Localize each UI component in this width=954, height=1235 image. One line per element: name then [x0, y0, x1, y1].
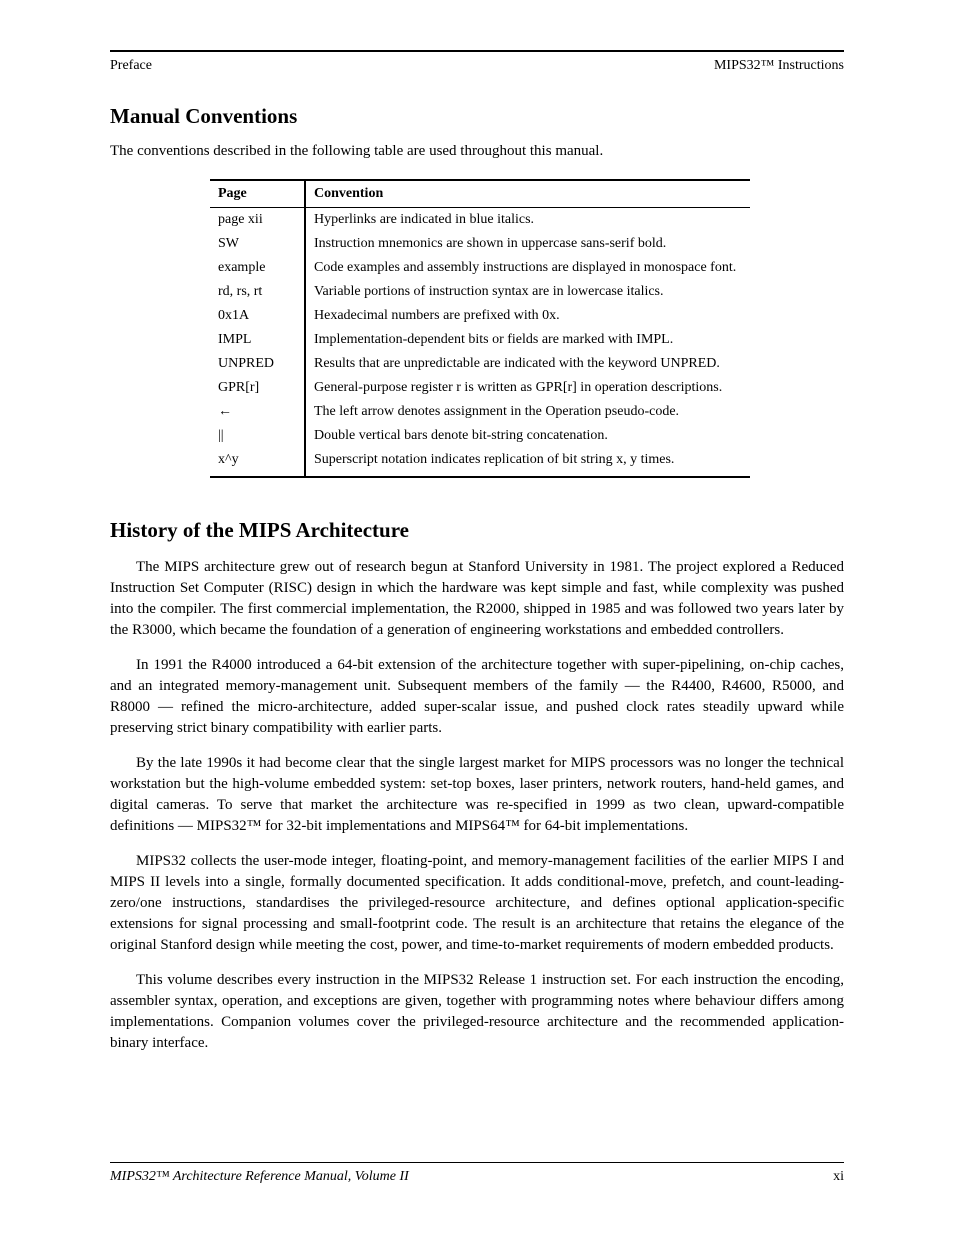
cell-page: example [210, 256, 305, 280]
table-row: IMPLImplementation-dependent bits or fie… [210, 328, 750, 352]
cell-conv: Superscript notation indicates replicati… [305, 448, 750, 476]
cell-conv: Double vertical bars denote bit-string c… [305, 424, 750, 448]
table-row: ←The left arrow denotes assignment in th… [210, 400, 750, 424]
cell-conv: Code examples and assembly instructions … [305, 256, 750, 280]
footer-left: MIPS32™ Architecture Reference Manual, V… [110, 1169, 409, 1185]
history-para: In 1991 the R4000 introduced a 64-bit ex… [110, 655, 844, 739]
table-row: x^ySuperscript notation indicates replic… [210, 448, 750, 476]
cell-conv: Implementation-dependent bits or fields … [305, 328, 750, 352]
cell-conv: The left arrow denotes assignment in the… [305, 400, 750, 424]
cell-conv: Instruction mnemonics are shown in upper… [305, 232, 750, 256]
cell-conv: General-purpose register r is written as… [305, 376, 750, 400]
running-header: Preface MIPS32™ Instructions [110, 58, 844, 74]
footer-line: MIPS32™ Architecture Reference Manual, V… [110, 1169, 844, 1185]
table-row: ||Double vertical bars denote bit-string… [210, 424, 750, 448]
table-row: GPR[r]General-purpose register r is writ… [210, 376, 750, 400]
table-row: 0x1AHexadecimal numbers are prefixed wit… [210, 304, 750, 328]
header-rule [110, 50, 844, 52]
cell-page: x^y [210, 448, 305, 476]
cell-page: 0x1A [210, 304, 305, 328]
cell-page: rd, rs, rt [210, 280, 305, 304]
footer-page-number: xi [833, 1169, 844, 1185]
footer-rule [110, 1162, 844, 1163]
cell-conv: Hexadecimal numbers are prefixed with 0x… [305, 304, 750, 328]
history-text: In 1991 the R4000 introduced a 64-bit ex… [110, 657, 844, 736]
cell-conv: Results that are unpredictable are indic… [305, 352, 750, 376]
cell-conv: Variable portions of instruction syntax … [305, 280, 750, 304]
section-intro: The conventions described in the followi… [110, 141, 844, 161]
cell-page: GPR[r] [210, 376, 305, 400]
table-row: UNPREDResults that are unpredictable are… [210, 352, 750, 376]
page: Preface MIPS32™ Instructions Manual Conv… [0, 0, 954, 1235]
conventions-table-wrap: Page Convention page xiiHyperlinks are i… [210, 179, 750, 478]
cell-page: SW [210, 232, 305, 256]
cell-page: page xii [210, 208, 305, 233]
table-row: exampleCode examples and assembly instru… [210, 256, 750, 280]
history-para: By the late 1990s it had become clear th… [110, 753, 844, 837]
table-header-row: Page Convention [210, 180, 750, 208]
cell-page: IMPL [210, 328, 305, 352]
history-text: MIPS32 collects the user-mode integer, f… [110, 853, 844, 953]
table-header-convention: Convention [305, 180, 750, 208]
history-para: The MIPS architecture grew out of resear… [110, 557, 844, 641]
conventions-table: Page Convention page xiiHyperlinks are i… [210, 179, 750, 476]
history-text: The MIPS architecture grew out of resear… [110, 559, 844, 638]
table-header-page: Page [210, 180, 305, 208]
table-body: page xiiHyperlinks are indicated in blue… [210, 208, 750, 477]
history-text: By the late 1990s it had become clear th… [110, 755, 844, 834]
history-para: This volume describes every instruction … [110, 970, 844, 1054]
history-text: This volume describes every instruction … [110, 972, 844, 1051]
footer: MIPS32™ Architecture Reference Manual, V… [110, 1162, 844, 1185]
section-heading: Manual Conventions [110, 104, 844, 129]
header-left: Preface [110, 58, 152, 74]
cell-conv: Hyperlinks are indicated in blue italics… [305, 208, 750, 233]
table-row: SWInstruction mnemonics are shown in upp… [210, 232, 750, 256]
table-row: rd, rs, rtVariable portions of instructi… [210, 280, 750, 304]
cell-page: UNPRED [210, 352, 305, 376]
table-bottom-rule [210, 476, 750, 478]
table-row: page xiiHyperlinks are indicated in blue… [210, 208, 750, 233]
cell-page: ← [210, 400, 305, 424]
history-heading: History of the MIPS Architecture [110, 518, 844, 543]
header-right: MIPS32™ Instructions [714, 58, 844, 74]
cell-page: || [210, 424, 305, 448]
history-para: MIPS32 collects the user-mode integer, f… [110, 851, 844, 956]
